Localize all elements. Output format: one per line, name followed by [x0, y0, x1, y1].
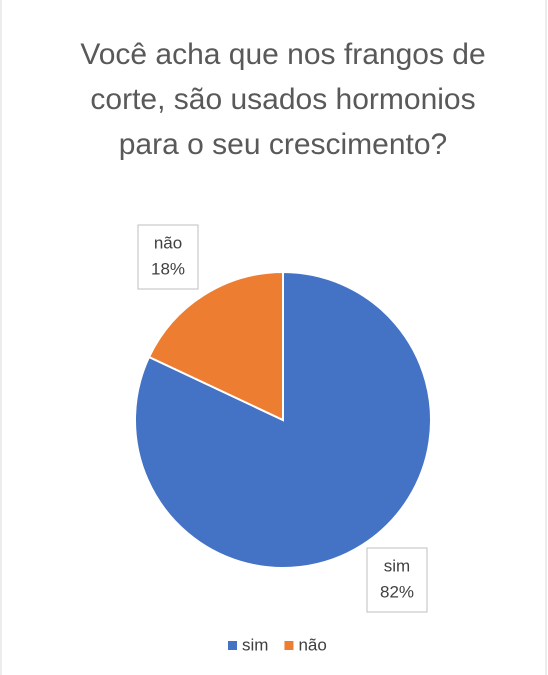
data-label-box: [137, 224, 199, 290]
data-label-value: 18%: [151, 259, 185, 278]
data-label-value: 82%: [380, 582, 414, 601]
data-label-box: [366, 547, 428, 613]
data-label-category: não: [154, 233, 182, 252]
legend-swatch: [228, 641, 237, 650]
legend-swatch: [284, 641, 294, 650]
legend-label: sim: [242, 635, 268, 654]
chart-title: Você acha que nos frangos de corte, são …: [80, 38, 486, 161]
legend-label: não: [298, 635, 326, 654]
pie-slice: [147, 270, 284, 422]
data-label-category: sim: [384, 556, 410, 575]
